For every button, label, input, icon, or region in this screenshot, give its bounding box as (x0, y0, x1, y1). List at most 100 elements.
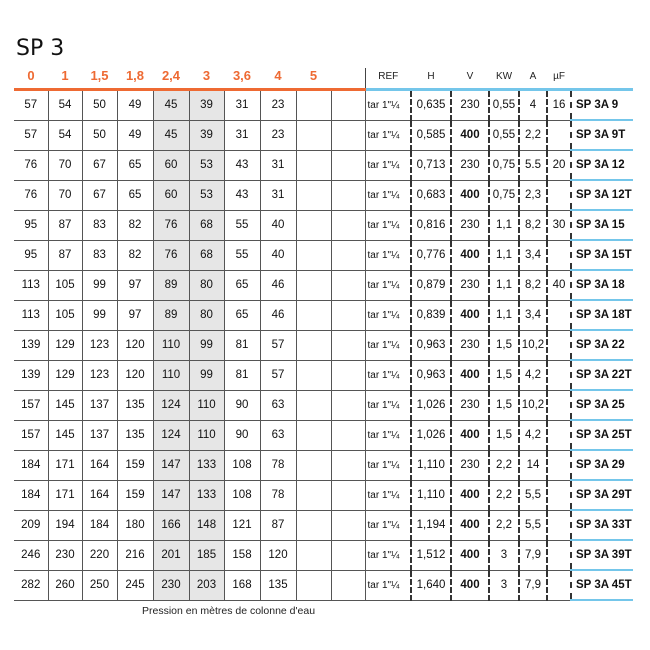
pressure-cell: 60 (153, 150, 190, 181)
a-cell: 8,2 (519, 210, 548, 241)
kw-cell: 1,1 (489, 240, 520, 271)
table-row: 184 171 164 159 147 133 108 78 tar 1"¼ 1,110 230 2,… (14, 450, 633, 481)
a-cell: 4,2 (519, 360, 548, 391)
pressure-cell: 129 (48, 360, 83, 391)
ref-cell: tar 1"¼ (364, 570, 412, 601)
ref-cell: tar 1"¼ (364, 360, 412, 391)
pressure-cell: 54 (48, 120, 83, 151)
pressure-cell: 55 (224, 240, 261, 271)
table-row: 95 87 83 82 76 68 55 40 tar 1"¼ 0,776 400 1,1 3,4 SP … (14, 240, 633, 271)
pressure-cell (296, 330, 332, 361)
pressure-cell: 145 (48, 390, 83, 421)
pressure-cell (331, 330, 366, 361)
ref-cell: tar 1"¼ (364, 180, 412, 211)
footer-note: Pression en mètres de colonne d'eau (142, 605, 316, 617)
uf-cell (547, 570, 571, 601)
pressure-cell (296, 180, 332, 211)
pressure-cell: 39 (189, 120, 225, 151)
table-row: 157 145 137 135 124 110 90 63 tar 1"¼ 1,026 400 1,5… (14, 420, 633, 451)
spec-header: H (411, 68, 451, 91)
pressure-header: 3 (189, 68, 224, 91)
pressure-cell (331, 390, 366, 421)
pressure-cell: 54 (48, 89, 83, 121)
pressure-cell: 31 (224, 89, 261, 121)
pressure-cell: 246 (14, 540, 49, 571)
kw-cell: 1,1 (489, 300, 520, 331)
pressure-cell (296, 510, 332, 541)
pressure-cell: 157 (14, 420, 49, 451)
pressure-cell: 145 (48, 420, 83, 451)
pressure-cell: 99 (82, 270, 118, 301)
pressure-cell (296, 270, 332, 301)
pressure-cell: 53 (189, 150, 225, 181)
pressure-cell (296, 360, 332, 391)
a-cell: 5,5 (519, 510, 548, 541)
pressure-cell: 23 (260, 120, 297, 151)
uf-cell: 16 (547, 89, 571, 121)
a-cell: 5.5 (519, 150, 548, 181)
uf-cell (547, 510, 571, 541)
kw-cell: 1,5 (489, 360, 520, 391)
pressure-cell: 124 (153, 420, 190, 451)
pressure-cell: 147 (153, 450, 190, 481)
kw-cell: 2,2 (489, 510, 520, 541)
pressure-cell: 157 (14, 390, 49, 421)
pressure-cell: 55 (224, 210, 261, 241)
pressure-cell: 57 (14, 120, 49, 151)
pressure-cell (331, 360, 366, 391)
pressure-cell: 203 (189, 570, 225, 601)
model-cell: SP 3A 22T (570, 360, 633, 391)
pressure-cell: 113 (14, 300, 49, 331)
pressure-cell (331, 480, 366, 511)
model-cell: SP 3A 12T (570, 180, 633, 211)
pressure-cell: 50 (82, 89, 118, 121)
pressure-cell: 158 (224, 540, 261, 571)
pressure-cell: 87 (48, 210, 83, 241)
pressure-cell: 250 (82, 570, 118, 601)
v-cell: 230 (451, 330, 490, 361)
pressure-cell: 99 (189, 360, 225, 391)
pressure-cell (331, 180, 366, 211)
pressure-cell: 95 (14, 210, 49, 241)
h-cell: 0,963 (411, 330, 452, 361)
pressure-header (331, 68, 365, 91)
pressure-cell: 57 (260, 360, 297, 391)
pressure-cell: 70 (48, 180, 83, 211)
a-cell: 8,2 (519, 270, 548, 301)
v-cell: 400 (451, 480, 490, 511)
pressure-cell (296, 390, 332, 421)
pressure-cell: 123 (82, 330, 118, 361)
pressure-cell (296, 300, 332, 331)
model-cell: SP 3A 29T (570, 480, 633, 511)
pressure-cell: 216 (117, 540, 154, 571)
pressure-cell: 110 (189, 420, 225, 451)
pressure-cell: 81 (224, 360, 261, 391)
uf-cell: 20 (547, 150, 571, 181)
uf-cell (547, 330, 571, 361)
pressure-cell: 184 (14, 480, 49, 511)
pressure-cell: 159 (117, 450, 154, 481)
model-cell: SP 3A 39T (570, 540, 633, 571)
pressure-cell: 171 (48, 450, 83, 481)
pressure-cell (296, 480, 332, 511)
pressure-cell (331, 120, 366, 151)
pressure-cell: 230 (153, 570, 190, 601)
pressure-cell: 166 (153, 510, 190, 541)
uf-cell (547, 540, 571, 571)
pressure-cell (296, 450, 332, 481)
v-cell: 400 (451, 570, 490, 601)
pressure-cell (331, 300, 366, 331)
pressure-cell: 97 (117, 300, 154, 331)
v-cell: 400 (451, 420, 490, 451)
pressure-cell: 81 (224, 330, 261, 361)
kw-cell: 3 (489, 570, 520, 601)
pressure-header: 0 (14, 68, 48, 91)
pressure-cell: 49 (117, 89, 154, 121)
model-cell: SP 3A 18 (570, 270, 633, 301)
pressure-cell: 43 (224, 180, 261, 211)
pressure-cell: 76 (14, 180, 49, 211)
pressure-cell: 31 (260, 150, 297, 181)
a-cell: 7,9 (519, 570, 548, 601)
pressure-cell: 80 (189, 270, 225, 301)
ref-cell: tar 1"¼ (364, 390, 412, 421)
